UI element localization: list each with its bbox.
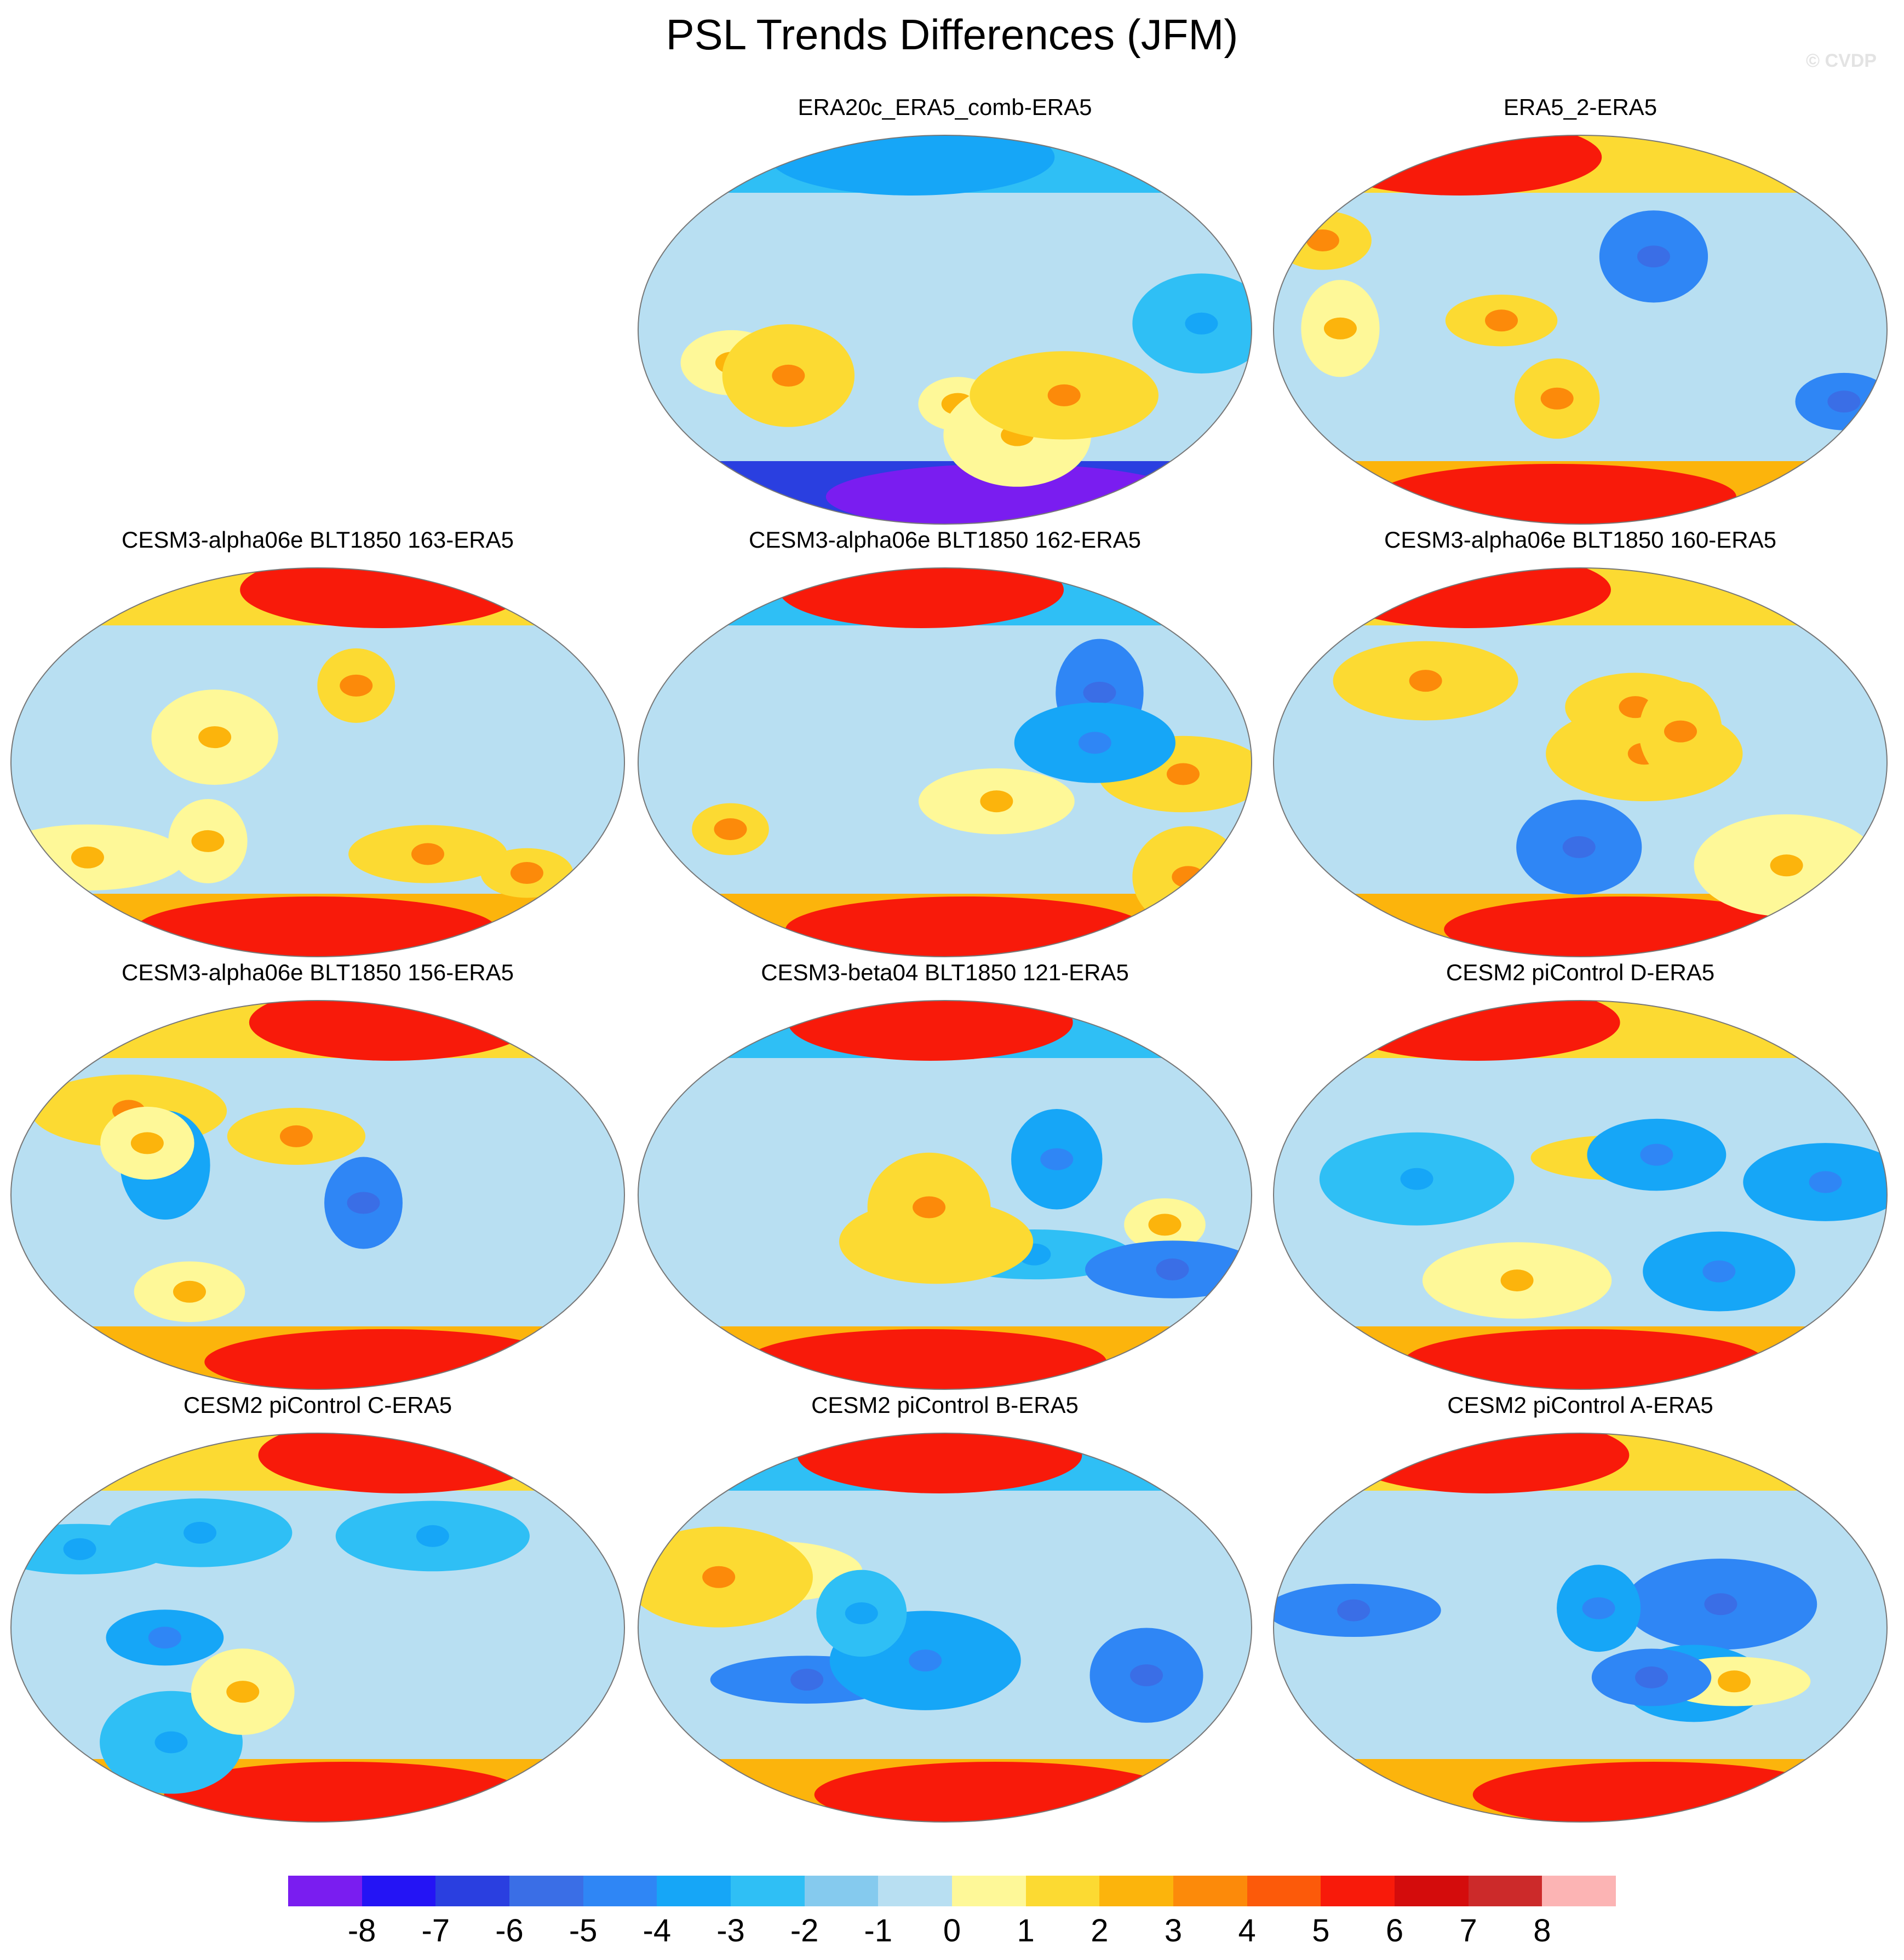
panel-title: CESM2 piControl B-ERA5 — [811, 1392, 1079, 1418]
panel-title: CESM3-alpha06e BLT1850 163-ERA5 — [122, 527, 514, 553]
figure-title: PSL Trends Differences (JFM) — [666, 10, 1238, 59]
colorbar-tick-label: -1 — [864, 1913, 893, 1948]
map-outline — [10, 1433, 625, 1823]
map-outline — [638, 1433, 1252, 1823]
map-11 — [1273, 1433, 1888, 1823]
colorbar-swatch — [509, 1876, 583, 1906]
colorbar-tick-label: -4 — [643, 1913, 672, 1948]
map-outline — [638, 135, 1252, 525]
map-panel-4: CESM3-alpha06e BLT1850 162-ERA5 — [635, 527, 1254, 959]
map-outline — [1273, 1000, 1888, 1390]
colorbar-tick-label: 8 — [1533, 1913, 1551, 1948]
map-outline — [10, 567, 625, 957]
colorbar-tick-label: -5 — [569, 1913, 598, 1948]
map-5 — [1273, 567, 1888, 957]
colorbar-swatch — [362, 1876, 436, 1906]
map-9 — [10, 1433, 625, 1823]
credit-watermark: © CVDP — [1806, 50, 1877, 71]
colorbar-tick-label: 5 — [1312, 1913, 1330, 1948]
colorbar — [288, 1876, 1616, 1906]
colorbar-tick-label: -2 — [790, 1913, 819, 1948]
map-panel-9: CESM2 piControl C-ERA5 — [8, 1392, 627, 1825]
colorbar-swatch — [878, 1876, 953, 1906]
panel-title: ERA20c_ERA5_comb-ERA5 — [798, 94, 1092, 120]
colorbar-tick-label: -7 — [421, 1913, 450, 1948]
panel-title: CESM3-alpha06e BLT1850 156-ERA5 — [122, 959, 514, 985]
map-background — [11, 1001, 624, 1389]
colorbar-tick-label: 7 — [1459, 1913, 1477, 1948]
colorbar-tick-label: 3 — [1164, 1913, 1183, 1948]
colorbar-tick-label: 6 — [1385, 1913, 1404, 1948]
map-outline — [638, 567, 1252, 957]
map-2 — [1273, 135, 1888, 525]
colorbar-swatch — [288, 1876, 362, 1906]
map-10 — [638, 1433, 1252, 1823]
panel-title: CESM2 piControl D-ERA5 — [1446, 959, 1715, 985]
colorbar-tick-label: 2 — [1091, 1913, 1109, 1948]
map-1 — [638, 135, 1252, 525]
colorbar-tick-label: -6 — [495, 1913, 524, 1948]
map-panel-10: CESM2 piControl B-ERA5 — [635, 1392, 1254, 1825]
map-outline — [638, 1000, 1252, 1390]
map-outline — [1273, 1433, 1888, 1823]
map-8 — [1273, 1000, 1888, 1390]
map-panel-3: CESM3-alpha06e BLT1850 163-ERA5 — [8, 527, 627, 959]
colorbar-swatch — [1395, 1876, 1469, 1906]
map-outline — [10, 1000, 625, 1390]
map-panel-5: CESM3-alpha06e BLT1850 160-ERA5 — [1271, 527, 1890, 959]
colorbar-swatch — [1173, 1876, 1247, 1906]
map-3 — [10, 567, 625, 957]
colorbar-swatch — [731, 1876, 805, 1906]
colorbar-tick-label: -3 — [716, 1913, 745, 1948]
colorbar-tick-label: 4 — [1238, 1913, 1256, 1948]
panel-title: CESM2 piControl A-ERA5 — [1447, 1392, 1713, 1418]
panel-title: CESM3-alpha06e BLT1850 162-ERA5 — [749, 527, 1141, 553]
map-6 — [10, 1000, 625, 1390]
colorbar-tick-label: 1 — [1017, 1913, 1035, 1948]
map-panel-7: CESM3-beta04 BLT1850 121-ERA5 — [635, 959, 1254, 1392]
colorbar-swatch — [435, 1876, 510, 1906]
map-panel-2: ERA5_2-ERA5 — [1271, 94, 1890, 527]
colorbar-swatch — [952, 1876, 1026, 1906]
panel-title: ERA5_2-ERA5 — [1503, 94, 1658, 120]
colorbar-swatch — [1247, 1876, 1321, 1906]
map-outline — [1273, 567, 1888, 957]
colorbar-swatch — [804, 1876, 879, 1906]
colorbar-swatch — [583, 1876, 657, 1906]
map-panel-8: CESM2 piControl D-ERA5 — [1271, 959, 1890, 1392]
map-outline — [1273, 135, 1888, 525]
map-panel-1: ERA20c_ERA5_comb-ERA5 — [635, 94, 1254, 527]
map-panel-6: CESM3-alpha06e BLT1850 156-ERA5 — [8, 959, 627, 1392]
colorbar-swatch — [1321, 1876, 1395, 1906]
map-7 — [638, 1000, 1252, 1390]
colorbar-tick-label: -8 — [347, 1913, 376, 1948]
panel-title: CESM3-alpha06e BLT1850 160-ERA5 — [1384, 527, 1776, 553]
panel-title: CESM3-beta04 BLT1850 121-ERA5 — [761, 959, 1129, 985]
colorbar-tick-label: 0 — [943, 1913, 961, 1948]
map-4 — [638, 567, 1252, 957]
colorbar-swatch — [657, 1876, 731, 1906]
colorbar-swatch — [1542, 1876, 1616, 1906]
colorbar-swatch — [1099, 1876, 1174, 1906]
panel-title: CESM2 piControl C-ERA5 — [183, 1392, 452, 1418]
colorbar-swatch — [1468, 1876, 1542, 1906]
map-panel-11: CESM2 piControl A-ERA5 — [1271, 1392, 1890, 1825]
colorbar-swatch — [1025, 1876, 1100, 1906]
